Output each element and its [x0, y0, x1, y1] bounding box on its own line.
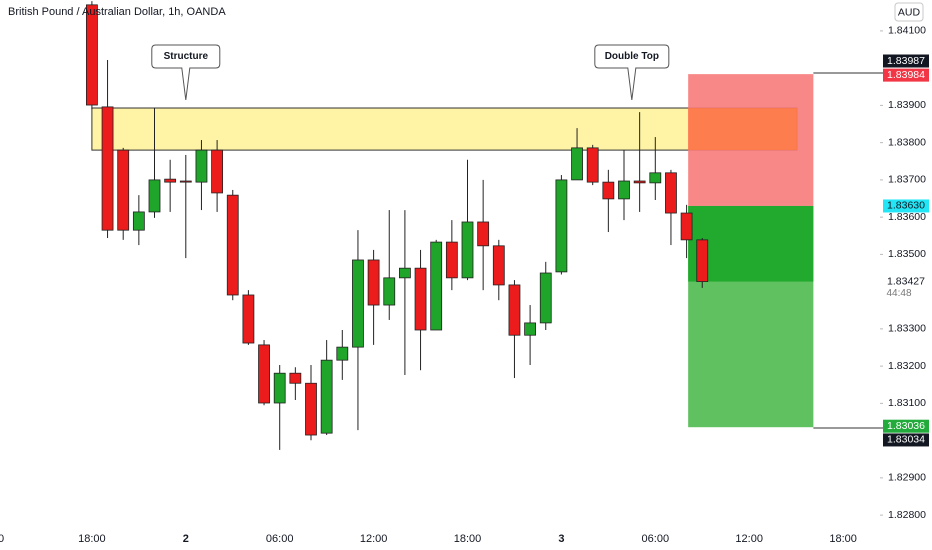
x-tick-label: 12:00: [735, 533, 763, 545]
candle-body: [148, 179, 161, 213]
candle-body: [336, 346, 349, 361]
annotation: Double Top: [605, 51, 659, 62]
candle-body: [571, 147, 583, 181]
candle-body: [289, 372, 302, 384]
y-tick-label: 1.83300: [888, 323, 926, 335]
candle-body: [649, 172, 662, 184]
zone-overlap: [688, 108, 797, 151]
price-label-box: [883, 419, 929, 433]
price-label: 1.83036: [887, 420, 925, 432]
candle-body: [445, 241, 458, 279]
candle-body: [211, 149, 224, 194]
candle-body: [680, 212, 693, 241]
zone: [91, 107, 798, 151]
candle-body: [242, 294, 255, 344]
candle-body: [195, 149, 208, 183]
y-tick-label: 1.83100: [888, 397, 926, 409]
callout: [151, 44, 221, 101]
x-tick-label: 06:00: [266, 533, 294, 545]
x-tick-label: 18:00: [454, 533, 482, 545]
plot-area: [86, 1, 814, 450]
candle-body: [696, 239, 709, 282]
x-tick-label: 2: [183, 533, 189, 545]
candle-body: [352, 259, 364, 348]
candle-body: [383, 277, 396, 306]
price-label: 1.83984: [887, 69, 925, 81]
candle-body: [461, 221, 474, 279]
y-tick-label: 1.83500: [888, 248, 926, 260]
price-label: 1.83034: [887, 434, 925, 446]
candle-body: [555, 179, 568, 273]
price-label: 1.83987: [887, 55, 925, 67]
y-tick-label: 1.83200: [888, 360, 926, 372]
candle-body: [320, 359, 333, 434]
active-zone: [688, 205, 814, 282]
y-tick-label: 1.82800: [888, 509, 926, 521]
candle-body: [430, 241, 443, 331]
candle-body: [539, 272, 552, 324]
price-label: 1.83630: [887, 200, 925, 212]
price-label-box: [883, 433, 929, 447]
x-tick-label: 12:00: [360, 533, 388, 545]
candle-body: [492, 245, 505, 286]
candle-body: [665, 172, 677, 214]
currency[interactable]: AUD: [898, 6, 921, 18]
candle-body: [508, 284, 521, 336]
candle-body: [602, 181, 615, 200]
x-tick-label: 3: [558, 533, 564, 545]
candle-body: [398, 267, 411, 279]
candle-body: [367, 259, 380, 306]
candle-body: [586, 147, 599, 183]
currency-box[interactable]: [894, 2, 924, 22]
candle-body: [101, 106, 114, 231]
candle-body: [132, 211, 145, 231]
candle-body: [164, 178, 177, 183]
y-tick-label: 1.82900: [888, 472, 926, 484]
price-label-box: [883, 199, 929, 213]
candle-body: [524, 322, 536, 336]
candle-body: [618, 180, 630, 200]
candle-body: [633, 180, 646, 184]
candle-body: [179, 180, 192, 183]
candle-body: [226, 194, 239, 296]
candle-body: [258, 344, 270, 404]
callout: [594, 44, 670, 101]
y-tick-label: 1.83700: [888, 174, 926, 186]
x-tick-label: 00: [0, 533, 4, 545]
chart-title: British Pound / Australian Dollar, 1h, O…: [8, 6, 226, 18]
candle-body: [117, 149, 130, 231]
candle-body: [273, 372, 286, 404]
countdown: 44:48: [886, 288, 911, 299]
y-tick-label: 1.83800: [888, 136, 926, 148]
candle-body: [305, 382, 317, 436]
last-price: 1.83427: [887, 275, 925, 287]
candle-body: [414, 267, 427, 331]
price-label-box: [883, 54, 929, 68]
x-tick-label: 06:00: [642, 533, 670, 545]
x-tick-label: 18:00: [829, 533, 857, 545]
price-label-box: [883, 68, 929, 82]
candle-body: [477, 221, 490, 247]
x-tick-label: 18:00: [78, 533, 106, 545]
y-tick-label: 1.83600: [888, 211, 926, 223]
annotation: Structure: [164, 51, 209, 62]
y-tick-label: 1.84100: [888, 25, 926, 37]
y-tick-label: 1.83900: [888, 99, 926, 111]
candle-body: [86, 4, 98, 106]
